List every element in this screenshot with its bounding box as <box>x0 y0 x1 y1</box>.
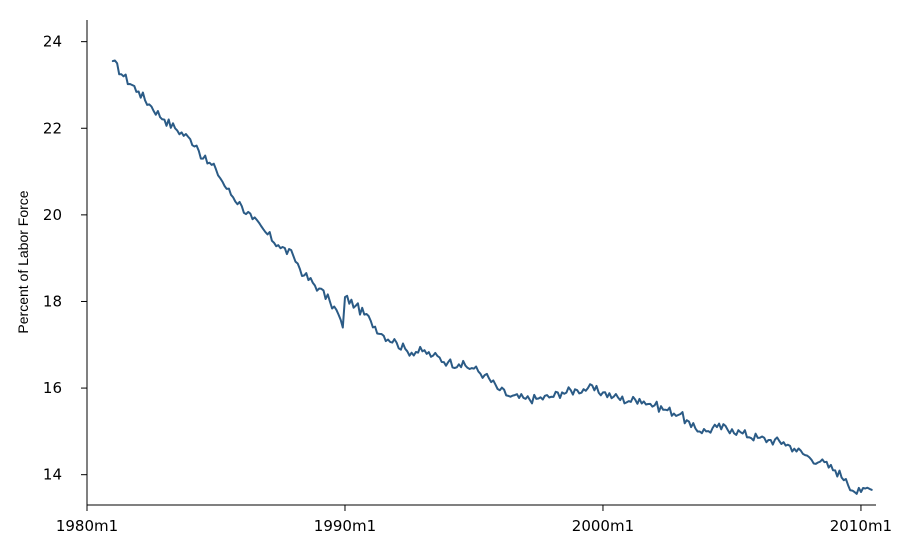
y-tick-label: 20 <box>43 206 62 224</box>
series-layer <box>111 59 873 495</box>
y-axis-title: Percent of Labor Force <box>15 190 31 333</box>
x-tick-label: 2000m1 <box>572 517 634 533</box>
y-tick-label: 14 <box>43 466 62 484</box>
y-tick-label: 16 <box>43 379 62 397</box>
y-axis: 14 16 18 20 22 24 <box>43 20 88 505</box>
y-tick-label: 22 <box>43 119 62 137</box>
y-tick-label: 18 <box>43 292 62 310</box>
x-tick-label: 2010m1 <box>830 517 892 533</box>
x-tick-label: 1980m1 <box>56 517 118 533</box>
x-axis: 1980m1 1990m1 2000m1 2010m1 <box>56 504 892 533</box>
series-line <box>111 59 873 495</box>
x-tick-label: 1990m1 <box>314 517 376 533</box>
y-tick-label: 24 <box>43 33 62 51</box>
